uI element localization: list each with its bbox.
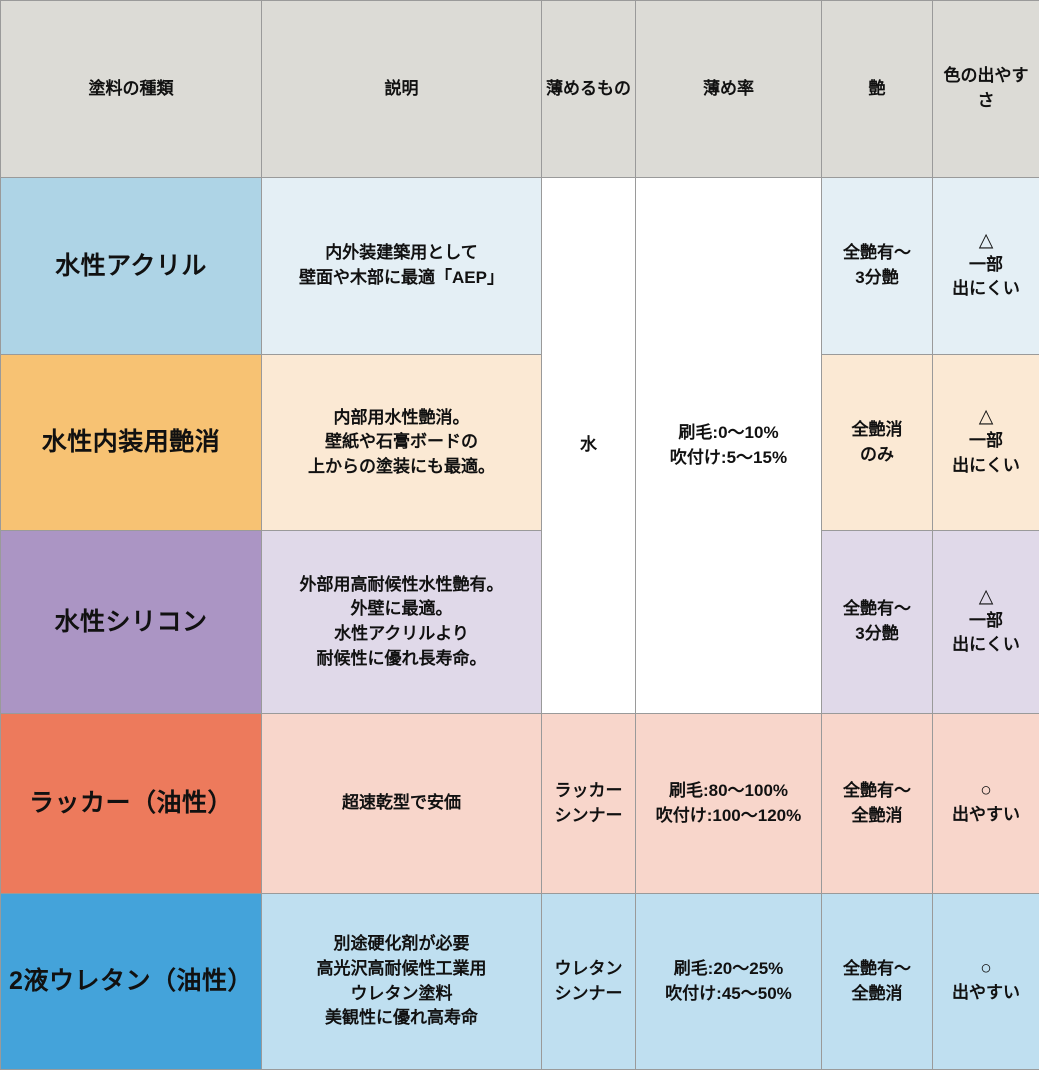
gloss-line: 全艶消 [826,418,928,443]
desc-line: 内外装建築用として [266,241,537,266]
color-ease-line: 一部 [937,429,1035,454]
cell-dilution-merged: 刷毛:0〜10% 吹付け:5〜15% [636,178,822,714]
cell-thinner-merged: 水 [542,178,636,714]
cell-thinner: ウレタン シンナー [542,894,636,1070]
thinner-line: シンナー [546,804,631,829]
thinner-line: ラッカー [546,779,631,804]
cell-color-ease: ○ 出やすい [933,714,1039,894]
cell-dilution: 刷毛:80〜100% 吹付け:100〜120% [636,714,822,894]
cell-description: 内外装建築用として 壁面や木部に最適「AEP」 [262,178,542,355]
cell-gloss: 全艶有〜 3分艶 [822,178,933,355]
gloss-line: 全艶消 [826,804,928,829]
ratio-line: 刷毛:0〜10% [640,421,817,446]
cell-paint-type: ラッカー（油性） [1,714,262,894]
header-gloss: 艶 [822,1,933,178]
desc-line: 水性アクリルより [266,622,537,647]
header-dilution-rate: 薄め率 [636,1,822,178]
cell-gloss: 全艶有〜 全艶消 [822,714,933,894]
cell-gloss: 全艶消 のみ [822,355,933,531]
ratio-line: 刷毛:20〜25% [640,957,817,982]
thinner-line: シンナー [546,982,631,1007]
cell-color-ease: ○ 出やすい [933,894,1039,1070]
cell-gloss: 全艶有〜 3分艶 [822,531,933,714]
cell-dilution: 刷毛:20〜25% 吹付け:45〜50% [636,894,822,1070]
desc-line: 超速乾型で安価 [266,791,537,816]
desc-line: 美観性に優れ高寿命 [266,1006,537,1031]
cell-paint-type: 水性シリコン [1,531,262,714]
cell-paint-type: 2液ウレタン（油性） [1,894,262,1070]
cell-description: 内部用水性艶消。 壁紙や石膏ボードの 上からの塗装にも最適。 [262,355,542,531]
circle-icon: ○ [937,780,1035,803]
thinner-line: ウレタン [546,957,631,982]
table-header-row: 塗料の種類 説明 薄めるもの 薄め率 艶 色の出やすさ [1,1,1039,178]
gloss-line: のみ [826,443,928,468]
table-row: 水性アクリル 内外装建築用として 壁面や木部に最適「AEP」 水 刷毛:0〜10… [1,178,1039,355]
table-row: ラッカー（油性） 超速乾型で安価 ラッカー シンナー 刷毛:80〜100% 吹付… [1,714,1039,894]
table-row: 水性内装用艶消 内部用水性艶消。 壁紙や石膏ボードの 上からの塗装にも最適。 全… [1,355,1039,531]
header-description: 説明 [262,1,542,178]
cell-description: 超速乾型で安価 [262,714,542,894]
color-ease-line: 出にくい [937,454,1035,479]
gloss-line: 全艶消 [826,982,928,1007]
gloss-line: 3分艶 [826,622,928,647]
gloss-line: 全艶有〜 [826,241,928,266]
cell-paint-type: 水性内装用艶消 [1,355,262,531]
cell-gloss: 全艶有〜 全艶消 [822,894,933,1070]
color-ease-line: 一部 [937,253,1035,278]
cell-description: 外部用高耐候性水性艶有。 外壁に最適。 水性アクリルより 耐候性に優れ長寿命。 [262,531,542,714]
desc-line: 上からの塗装にも最適。 [266,455,537,480]
desc-line: ウレタン塗料 [266,982,537,1007]
desc-line: 壁紙や石膏ボードの [266,430,537,455]
desc-line: 内部用水性艶消。 [266,406,537,431]
desc-line: 外壁に最適。 [266,597,537,622]
cell-thinner: ラッカー シンナー [542,714,636,894]
gloss-line: 全艶有〜 [826,779,928,804]
color-ease-line: 出やすい [937,981,1035,1006]
gloss-line: 3分艶 [826,266,928,291]
desc-line: 高光沢高耐候性工業用 [266,957,537,982]
gloss-line: 全艶有〜 [826,597,928,622]
desc-line: 別途硬化剤が必要 [266,932,537,957]
color-ease-line: 出やすい [937,803,1035,828]
color-ease-line: 出にくい [937,277,1035,302]
table-row: 2液ウレタン（油性） 別途硬化剤が必要 高光沢高耐候性工業用 ウレタン塗料 美観… [1,894,1039,1070]
circle-icon: ○ [937,958,1035,981]
triangle-icon: △ [937,230,1035,253]
triangle-icon: △ [937,586,1035,609]
desc-line: 壁面や木部に最適「AEP」 [266,266,537,291]
cell-paint-type: 水性アクリル [1,178,262,355]
header-thinner: 薄めるもの [542,1,636,178]
cell-description: 別途硬化剤が必要 高光沢高耐候性工業用 ウレタン塗料 美観性に優れ高寿命 [262,894,542,1070]
desc-line: 耐候性に優れ長寿命。 [266,647,537,672]
color-ease-line: 出にくい [937,633,1035,658]
ratio-line: 吹付け:100〜120% [640,804,817,829]
cell-color-ease: △ 一部 出にくい [933,531,1039,714]
triangle-icon: △ [937,406,1035,429]
table-row: 水性シリコン 外部用高耐候性水性艶有。 外壁に最適。 水性アクリルより 耐候性に… [1,531,1039,714]
gloss-line: 全艶有〜 [826,957,928,982]
cell-color-ease: △ 一部 出にくい [933,355,1039,531]
header-paint-type: 塗料の種類 [1,1,262,178]
cell-color-ease: △ 一部 出にくい [933,178,1039,355]
ratio-line: 吹付け:5〜15% [640,446,817,471]
ratio-line: 刷毛:80〜100% [640,779,817,804]
desc-line: 外部用高耐候性水性艶有。 [266,573,537,598]
ratio-line: 吹付け:45〜50% [640,982,817,1007]
color-ease-line: 一部 [937,609,1035,634]
header-color-ease: 色の出やすさ [933,1,1039,178]
